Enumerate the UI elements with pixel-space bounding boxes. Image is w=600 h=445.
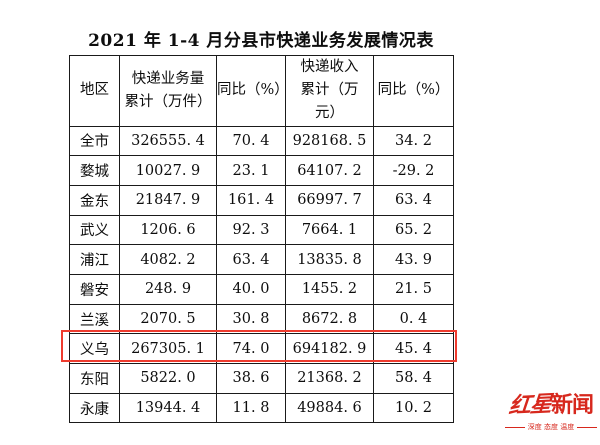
cell-volume: 1206. 6 (119, 214, 217, 246)
cell-volume: 10027. 9 (119, 155, 217, 186)
redstar-news-logo: 红星新闻 深度 态度 温度 (505, 390, 598, 431)
cell-region: 永康 (69, 392, 120, 424)
cell-revenue-yoy: 43. 9 (373, 244, 454, 275)
cell-revenue-yoy: 63. 4 (373, 184, 454, 216)
cell-volume: 5822. 0 (119, 363, 217, 394)
cell-revenue: 928168. 5 (285, 125, 374, 157)
cell-region: 全市 (69, 125, 120, 157)
cell-volume: 21847. 9 (119, 184, 217, 216)
cell-revenue-yoy: -29. 2 (373, 155, 454, 186)
express-stats-table: 地区 快递业务量 累计（万件） 同比（%） 快递收入 累计（万 元） 同比（%）… (69, 55, 454, 424)
cell-revenue-yoy: 45. 4 (373, 333, 454, 365)
table-row: 武义 1206. 6 92. 3 7664. 1 65. 2 (69, 214, 454, 246)
cell-revenue-yoy: 65. 2 (373, 214, 454, 246)
cell-volume-yoy: 38. 6 (216, 363, 286, 394)
cell-volume-yoy: 23. 1 (216, 155, 286, 186)
tagline-text: 深度 态度 温度 (527, 422, 575, 431)
cell-region: 东阳 (69, 363, 120, 394)
table-title: 2021 年 1-4 月分县市快递业务发展情况表 (88, 31, 434, 51)
table-row: 全市 326555. 4 70. 4 928168. 5 34. 2 (69, 125, 454, 157)
cell-revenue: 13835. 8 (285, 244, 374, 275)
cell-revenue-yoy: 58. 4 (373, 363, 454, 394)
header-cell-region: 地区 (69, 55, 120, 127)
cell-region: 金东 (69, 184, 120, 216)
cell-volume-yoy: 161. 4 (216, 184, 286, 216)
cell-volume-yoy: 40. 0 (216, 274, 286, 305)
table-row: 兰溪 2070. 5 30. 8 8672. 8 0. 4 (69, 303, 454, 335)
logo-text-xinwen: 新闻 (551, 393, 594, 418)
cell-volume: 267305. 1 (119, 333, 217, 365)
cell-volume-yoy: 92. 3 (216, 214, 286, 246)
table-row: 婺城 10027. 9 23. 1 64107. 2 -29. 2 (69, 155, 454, 186)
cell-region: 武义 (69, 214, 120, 246)
header-cell-volume-yoy: 同比（%） (216, 55, 289, 127)
cell-volume-yoy: 11. 8 (216, 392, 286, 424)
cell-volume-yoy: 74. 0 (216, 333, 286, 365)
cell-revenue: 8672. 8 (285, 303, 374, 335)
cell-revenue: 1455. 2 (285, 274, 374, 305)
cell-volume-yoy: 30. 8 (216, 303, 286, 335)
header-cell-volume: 快递业务量 累计（万件） (119, 55, 217, 127)
cell-revenue: 49884. 6 (285, 392, 374, 424)
cell-revenue: 7664. 1 (285, 214, 374, 246)
cell-revenue: 64107. 2 (285, 155, 374, 186)
table-row-yiwu-highlighted: 义乌 267305. 1 74. 0 694182. 9 45. 4 (69, 333, 454, 365)
cell-volume: 13944. 4 (119, 392, 217, 424)
tagline-left-line (505, 426, 525, 428)
logo-wordmark: 红星新闻 (505, 390, 597, 422)
table-row: 浦江 4082. 2 63. 4 13835. 8 43. 9 (69, 244, 454, 275)
cell-revenue-yoy: 34. 2 (373, 125, 454, 157)
cell-region: 磐安 (69, 274, 120, 305)
cell-region: 婺城 (69, 155, 120, 186)
cell-volume-yoy: 70. 4 (216, 125, 286, 157)
tagline-right-line (577, 426, 598, 428)
cell-region: 兰溪 (69, 303, 120, 335)
table-row: 磐安 248. 9 40. 0 1455. 2 21. 5 (69, 274, 454, 305)
cell-revenue: 694182. 9 (285, 333, 374, 365)
cell-revenue: 21368. 2 (285, 363, 374, 394)
cell-volume: 248. 9 (119, 274, 217, 305)
cell-revenue-yoy: 0. 4 (373, 303, 454, 335)
header-row: 地区 快递业务量 累计（万件） 同比（%） 快递收入 累计（万 元） 同比（%） (69, 55, 454, 127)
cell-revenue: 66997. 7 (285, 184, 374, 216)
cell-region: 义乌 (69, 333, 120, 365)
cell-revenue-yoy: 21. 5 (373, 274, 454, 305)
cell-revenue-yoy: 10. 2 (373, 392, 454, 424)
header-cell-revenue: 快递收入 累计（万 元） (285, 55, 374, 127)
cell-volume: 4082. 2 (119, 244, 217, 275)
cell-volume: 2070. 5 (119, 303, 217, 335)
cell-volume-yoy: 63. 4 (216, 244, 286, 275)
cell-volume: 326555. 4 (119, 125, 217, 157)
header-cell-revenue-yoy: 同比（%） (373, 55, 454, 127)
table-row: 东阳 5822. 0 38. 6 21368. 2 58. 4 (69, 363, 454, 394)
table-row: 金东 21847. 9 161. 4 66997. 7 63. 4 (69, 184, 454, 216)
logo-text-hongxing: 红星 (507, 390, 553, 420)
table-row: 永康 13944. 4 11. 8 49884. 6 10. 2 (69, 392, 454, 424)
cell-region: 浦江 (69, 244, 120, 275)
logo-tagline: 深度 态度 温度 (505, 422, 598, 431)
